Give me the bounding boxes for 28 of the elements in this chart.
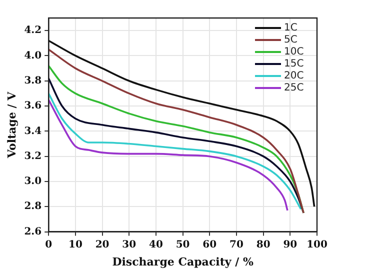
y-axis-title: Voltage / V	[5, 91, 18, 159]
x-tick-label: 90	[283, 239, 298, 250]
legend-label: 25C	[284, 82, 304, 94]
legend-label: 20C	[284, 70, 304, 82]
x-tick-label: 60	[202, 239, 217, 250]
x-tick-label: 100	[306, 239, 328, 250]
legend-label: 10C	[284, 46, 304, 58]
legend-label: 15C	[284, 58, 304, 70]
y-tick-label: 2.8	[24, 201, 42, 212]
x-tick-label: 10	[68, 239, 82, 250]
y-tick-label: 3.6	[24, 100, 42, 112]
y-tick-label: 4.2	[24, 25, 42, 36]
x-tick-label: 70	[230, 239, 244, 250]
x-axis-title: Discharge Capacity / %	[112, 255, 254, 268]
y-tick-label: 2.6	[24, 226, 42, 238]
x-tick-label: 80	[256, 239, 270, 250]
x-tick-label: 30	[122, 239, 136, 250]
y-tick-label: 3.0	[24, 176, 42, 188]
x-tick-label: 50	[176, 239, 190, 250]
y-tick-label: 4.0	[24, 50, 42, 62]
legend-label: 1C	[284, 22, 298, 34]
y-tick-label: 3.2	[24, 150, 42, 162]
y-tick-label: 3.4	[24, 126, 42, 137]
x-tick-label: 0	[45, 239, 52, 250]
x-tick-label: 20	[95, 239, 110, 250]
x-tick-label: 40	[149, 239, 163, 250]
y-tick-label: 3.8	[24, 75, 42, 86]
legend-label: 5C	[284, 34, 298, 46]
